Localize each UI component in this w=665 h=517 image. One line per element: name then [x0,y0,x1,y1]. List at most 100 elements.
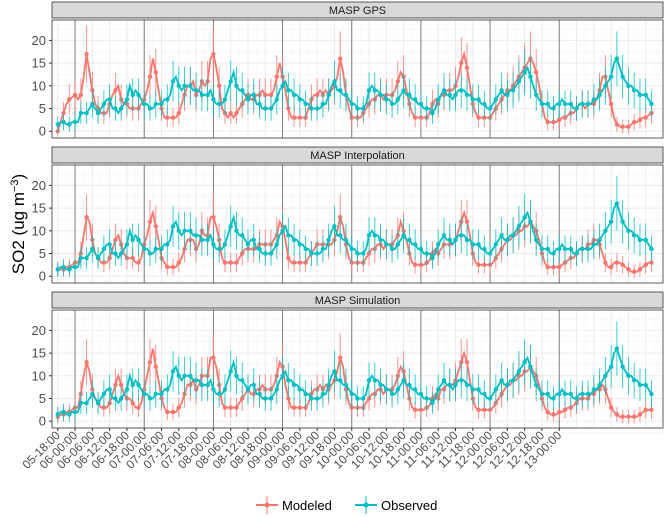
data-point [291,405,297,410]
data-point [643,262,648,268]
data-point [557,246,562,252]
data-point [90,101,95,107]
data-point [378,382,383,388]
data-point [591,387,597,392]
data-point [228,224,233,229]
data-point [533,92,539,98]
data-point [291,92,297,98]
data-point [205,92,210,98]
panel-1: MASP GPS 0 5 10 15 20 [32,1,664,143]
data-point [291,237,297,243]
data-point [153,364,158,369]
data-point [303,101,308,107]
data-point [557,117,562,123]
data-point [430,110,435,116]
data-point [124,242,130,247]
data-point [90,246,95,252]
data-point [268,396,274,401]
data-point [464,219,470,224]
data-point [257,391,262,397]
data-point [280,228,285,234]
data-point [286,396,291,401]
data-point [453,382,458,388]
data-point [165,242,170,247]
data-point [620,124,625,129]
data-point [608,74,614,79]
panel-border [51,309,664,429]
data-point [257,246,262,252]
data-point [384,242,389,247]
data-point [245,387,251,392]
data-point [326,92,331,98]
data-point [366,88,372,93]
data-point [193,378,199,383]
data-point [286,233,291,238]
data-point [199,237,205,243]
data-point [268,92,274,98]
data-point [608,264,614,270]
data-point [614,122,620,127]
data-point [286,106,291,111]
data-point [113,382,118,388]
data-point [338,214,343,220]
data-point [314,396,320,401]
data-point [355,251,360,256]
data-point [378,237,383,243]
legend-item-observed: Observed [355,496,437,514]
panel-2: MASP Interpolation 0 5 10 15 20 [32,146,664,288]
data-point [107,387,112,392]
data-point [649,101,654,107]
data-point [459,88,464,93]
data-point [78,400,84,406]
data-point [211,355,216,360]
data-point [222,387,228,392]
data-point [585,101,591,107]
y-tick-label: 15 [32,346,46,361]
data-point [470,242,475,247]
data-point [412,407,418,413]
data-point [643,92,648,98]
data-point [274,74,280,79]
data-point [72,409,78,415]
data-point [568,391,573,397]
data-point [361,251,366,256]
data-point [568,246,573,252]
data-point [528,364,533,369]
data-point [182,228,187,234]
data-point [493,97,499,102]
data-point [188,228,193,234]
y-axis-label-text: SO2 (ug m [9,192,28,274]
data-point [562,101,568,107]
data-point [211,387,216,392]
data-point [412,115,418,120]
data-point [557,101,562,107]
data-point [493,387,499,392]
data-point [626,83,631,89]
data-point [147,251,153,256]
series-observed [55,321,654,422]
data-point [470,97,475,102]
data-point [389,101,395,107]
legend-label: Observed [381,498,437,513]
data-point [608,364,614,369]
data-point [280,83,285,89]
data-point [551,251,556,256]
data-point [626,414,631,419]
data-point [395,97,401,102]
data-point [355,106,360,111]
data-point [620,219,625,224]
data-point [222,260,228,265]
data-point [332,79,337,84]
data-point [361,106,366,111]
data-point [557,409,562,415]
data-point [545,101,550,107]
data-point [314,106,320,111]
data-point [165,409,170,415]
data-point [412,97,418,102]
data-point [574,396,579,401]
data-point [153,101,158,107]
data-point [407,92,412,98]
data-point [418,246,424,252]
data-point [314,251,320,256]
